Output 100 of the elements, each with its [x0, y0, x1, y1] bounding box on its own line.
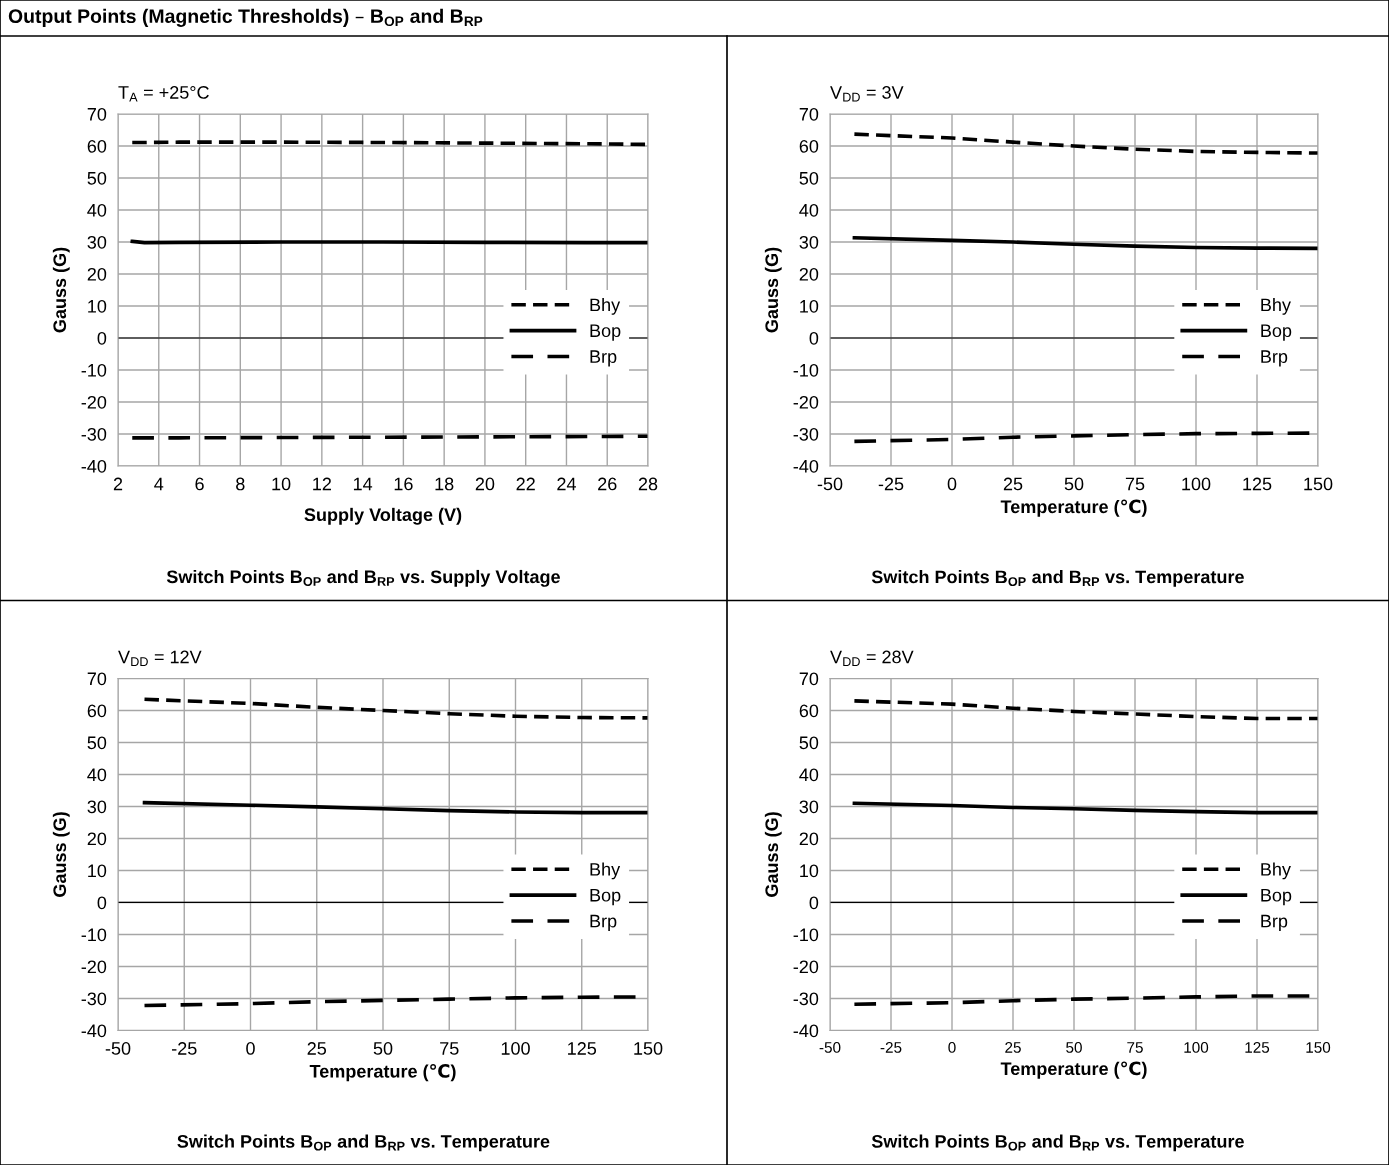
y-tick-label: 60: [87, 704, 107, 718]
y-tick-label: -20: [81, 960, 107, 974]
x-tick-label: 4: [154, 477, 164, 491]
x-tick-label: 12: [313, 477, 331, 491]
y-tick-label: -30: [81, 992, 107, 1006]
x-tick-label: -50: [819, 1042, 841, 1053]
line-series: [852, 699, 1318, 721]
y-tick-label: 70: [799, 672, 819, 686]
legend-label: Bop: [590, 888, 621, 906]
line-series: [142, 800, 648, 815]
y-tick-label: 70: [87, 672, 107, 686]
x-tick-label: 0: [947, 477, 957, 491]
x-tick-label: 0: [948, 1042, 956, 1053]
y-tick-label: -40: [81, 1024, 107, 1038]
x-tick-label: 150: [634, 1042, 663, 1055]
line-series: [852, 132, 1318, 155]
y-axis-title: Gauss (G): [52, 812, 70, 897]
y-tick-label: 50: [799, 171, 819, 185]
x-tick-label: -25: [878, 477, 904, 491]
x-tick-label: 16: [394, 477, 413, 491]
legend-label: Bhy: [590, 297, 621, 315]
x-tick-label: 150: [1304, 477, 1333, 491]
y-tick-label: 70: [799, 107, 819, 121]
y-tick-label: 40: [87, 768, 107, 782]
y-tick-label: 20: [87, 267, 107, 281]
y-tick-label: 60: [799, 704, 819, 718]
y-axis-title: Gauss (G): [764, 812, 782, 897]
x-axis-title: Supply Voltage (V): [304, 507, 462, 525]
x-tick-label: 10: [272, 477, 291, 491]
x-tick-label: 50: [373, 1042, 393, 1055]
y-tick-label: 10: [800, 299, 819, 313]
x-tick-label: 28: [638, 477, 658, 491]
x-tick-label: 6: [195, 477, 204, 491]
y-tick-label: -30: [793, 992, 819, 1006]
y-tick-label: 30: [87, 235, 107, 249]
x-tick-label: 24: [557, 477, 576, 491]
y-tick-label: 20: [799, 832, 819, 846]
y-tick-label: 0: [97, 896, 107, 910]
x-tick-label: -25: [880, 1042, 902, 1053]
y-tick-label: -10: [793, 363, 819, 377]
y-tick-label: -40: [81, 459, 107, 473]
y-tick-label: -40: [793, 459, 819, 473]
y-tick-label: 40: [87, 203, 107, 217]
chart-title: Output Points (Magnetic Thresholds) – B$_{OP}$ and B$_{RP}$: [8, 8, 483, 27]
legend-label: Bop: [1261, 888, 1292, 906]
x-tick-label: 50: [1066, 1042, 1082, 1053]
legend-label: Brp: [1261, 914, 1288, 932]
legend-label: Brp: [1261, 350, 1288, 367]
x-tick-label: 26: [598, 477, 617, 491]
x-tick-label: 75: [1125, 477, 1145, 491]
x-axis-title: Temperature (℃): [309, 1064, 456, 1082]
x-tick-label: 22: [516, 477, 535, 491]
x-tick-label: 150: [1306, 1042, 1331, 1053]
y-tick-label: 20: [87, 832, 107, 846]
x-tick-label: 2: [113, 477, 123, 491]
x-tick-label: 75: [1127, 1042, 1143, 1053]
x-tick-label: 125: [1243, 477, 1272, 491]
y-tick-label: 60: [799, 139, 819, 153]
x-tick-label: 8: [236, 477, 245, 491]
y-tick-label: 30: [799, 800, 819, 814]
text: V$_{DD}$ = 12V: [118, 650, 202, 666]
line-series: [852, 801, 1318, 815]
y-tick-label: 10: [88, 864, 107, 878]
y-tick-label: -40: [793, 1024, 819, 1038]
y-tick-label: 30: [799, 235, 819, 249]
x-tick-label: 125: [568, 1042, 597, 1055]
y-tick-label: -30: [793, 427, 819, 441]
x-tick-label: 100: [1182, 477, 1211, 491]
y-tick-label: -10: [793, 928, 819, 942]
x-tick-label: 25: [1003, 477, 1023, 491]
x-tick-label: 75: [440, 1042, 459, 1055]
y-tick-label: -20: [793, 960, 819, 974]
text: T$_{A}$ = +25°C: [118, 86, 209, 102]
legend-label: Bhy: [1261, 297, 1291, 315]
legend-label: Bop: [590, 324, 621, 341]
y-tick-label: 10: [800, 864, 819, 878]
y-tick-label: 0: [809, 331, 819, 345]
x-tick-label: 14: [353, 477, 373, 491]
y-tick-label: 40: [799, 768, 819, 782]
y-tick-label: 70: [87, 107, 107, 121]
x-tick-label: -25: [172, 1042, 197, 1055]
text: V$_{DD}$ = 3V: [830, 86, 904, 102]
y-tick-label: 60: [87, 139, 107, 153]
x-tick-label: 100: [501, 1042, 530, 1055]
y-tick-label: 10: [88, 299, 107, 313]
y-tick-label: 0: [97, 331, 107, 345]
legend-label: Brp: [590, 350, 617, 367]
x-tick-label: -50: [105, 1042, 131, 1055]
x-tick-label: 25: [1005, 1042, 1021, 1053]
y-tick-label: 40: [799, 203, 819, 217]
text: Switch Points B$_{OP}$ and B$_{RP}$ vs. Temperature: [871, 1134, 1244, 1152]
y-tick-label: -10: [81, 928, 107, 942]
y-axis-title: Gauss (G): [764, 247, 782, 333]
x-axis-title: Temperature (℃): [1000, 1061, 1147, 1079]
y-tick-label: -10: [81, 363, 107, 377]
x-tick-label: 0: [246, 1042, 255, 1055]
x-tick-label: 100: [1184, 1042, 1209, 1053]
text: Switch Points B$_{OP}$ and B$_{RP}$ vs. Temperature: [177, 1134, 550, 1152]
y-tick-label: 50: [87, 171, 107, 185]
y-tick-label: -20: [793, 395, 819, 409]
